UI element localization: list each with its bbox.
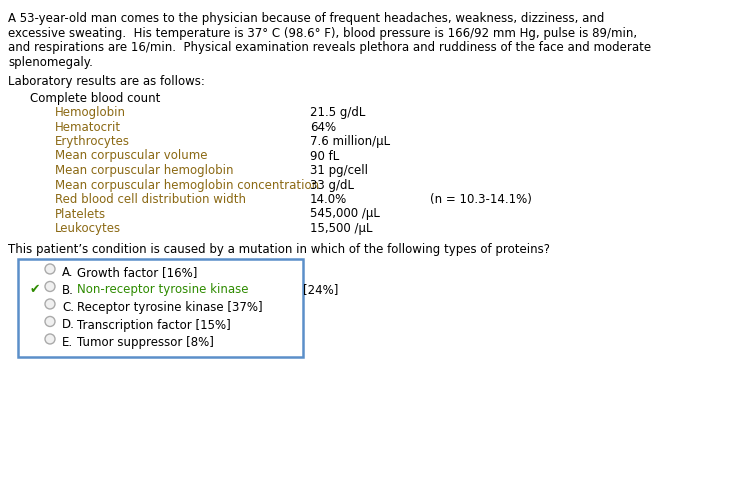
Text: Mean corpuscular hemoglobin: Mean corpuscular hemoglobin	[55, 164, 233, 177]
Circle shape	[45, 264, 55, 274]
Circle shape	[45, 281, 55, 291]
Text: 15,500 /μL: 15,500 /μL	[310, 222, 372, 235]
Text: This patient’s condition is caused by a mutation in which of the following types: This patient’s condition is caused by a …	[8, 243, 550, 255]
Text: splenomegaly.: splenomegaly.	[8, 55, 93, 68]
Text: A.: A.	[62, 266, 74, 279]
Circle shape	[45, 334, 55, 344]
Text: and respirations are 16/min.  Physical examination reveals plethora and ruddines: and respirations are 16/min. Physical ex…	[8, 41, 651, 54]
Text: 64%: 64%	[310, 120, 336, 134]
Text: C.: C.	[62, 301, 74, 314]
Text: 31 pg/cell: 31 pg/cell	[310, 164, 368, 177]
Text: Mean corpuscular hemoglobin concentration: Mean corpuscular hemoglobin concentratio…	[55, 179, 319, 192]
Circle shape	[45, 316, 55, 326]
Text: 14.0%: 14.0%	[310, 193, 347, 206]
Text: Growth factor [16%]: Growth factor [16%]	[77, 266, 197, 279]
Text: 90 fL: 90 fL	[310, 150, 339, 163]
Text: D.: D.	[62, 318, 75, 331]
Text: (n = 10.3-14.1%): (n = 10.3-14.1%)	[430, 193, 532, 206]
Text: Hemoglobin: Hemoglobin	[55, 106, 126, 119]
Text: [24%]: [24%]	[303, 283, 339, 296]
Text: excessive sweating.  His temperature is 37° C (98.6° F), blood pressure is 166/9: excessive sweating. His temperature is 3…	[8, 26, 637, 39]
Text: Erythrocytes: Erythrocytes	[55, 135, 130, 148]
Text: Platelets: Platelets	[55, 208, 106, 221]
Text: B.: B.	[62, 283, 74, 296]
Text: Hematocrit: Hematocrit	[55, 120, 121, 134]
Text: Tumor suppressor [8%]: Tumor suppressor [8%]	[77, 336, 214, 349]
Text: ✔: ✔	[30, 283, 40, 296]
Text: 33 g/dL: 33 g/dL	[310, 179, 354, 192]
Text: 21.5 g/dL: 21.5 g/dL	[310, 106, 365, 119]
Text: Leukocytes: Leukocytes	[55, 222, 121, 235]
Text: Transcription factor [15%]: Transcription factor [15%]	[77, 318, 231, 331]
Text: Mean corpuscular volume: Mean corpuscular volume	[55, 150, 208, 163]
Text: 545,000 /μL: 545,000 /μL	[310, 208, 380, 221]
Text: 7.6 million/μL: 7.6 million/μL	[310, 135, 390, 148]
Text: E.: E.	[62, 336, 73, 349]
FancyBboxPatch shape	[18, 259, 303, 356]
Text: Receptor tyrosine kinase [37%]: Receptor tyrosine kinase [37%]	[77, 301, 263, 314]
Text: Complete blood count: Complete blood count	[30, 91, 160, 104]
Text: Non-receptor tyrosine kinase: Non-receptor tyrosine kinase	[77, 283, 252, 296]
Text: Laboratory results are as follows:: Laboratory results are as follows:	[8, 75, 205, 88]
Circle shape	[45, 299, 55, 309]
Text: A 53-year-old man comes to the physician because of frequent headaches, weakness: A 53-year-old man comes to the physician…	[8, 12, 604, 25]
Text: Red blood cell distribution width: Red blood cell distribution width	[55, 193, 246, 206]
